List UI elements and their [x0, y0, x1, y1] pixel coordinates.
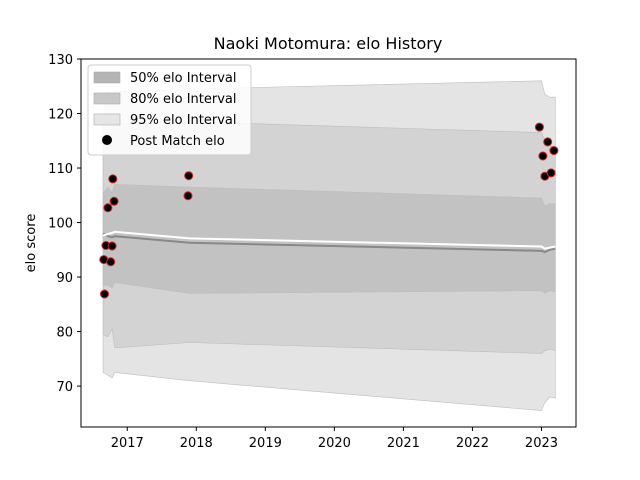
- legend-label-3: Post Match elo: [130, 134, 225, 149]
- x-tick-label-1: 2018: [180, 436, 213, 451]
- x-tick-label-5: 2022: [456, 436, 489, 451]
- x-tick-label-6: 2023: [525, 436, 558, 451]
- x-tick-label-3: 2020: [318, 436, 351, 451]
- y-tick-label-1: 80: [56, 326, 73, 341]
- y-axis-title: elo score: [24, 214, 39, 273]
- match-point-9: [184, 171, 194, 181]
- elo-line-1: [102, 230, 556, 250]
- y-tick-label-2: 90: [56, 271, 73, 286]
- y-tick-label-4: 110: [48, 162, 73, 177]
- y-tick-label-6: 130: [48, 53, 73, 68]
- match-point-8: [183, 191, 193, 201]
- plot-frame: [80, 58, 577, 428]
- match-point-7: [109, 196, 119, 206]
- post-match-points: [99, 122, 559, 299]
- match-point-10: [534, 122, 544, 132]
- x-tick-label-4: 2021: [387, 436, 420, 451]
- match-point-1: [100, 289, 109, 299]
- y-tick-label-5: 120: [48, 108, 73, 123]
- y-axis-ticks: 70 80 90 100 110 120 130: [48, 53, 81, 395]
- interval-band-2: [102, 184, 556, 294]
- y-tick-label-0: 70: [56, 380, 73, 395]
- x-tick-label-2: 2019: [249, 436, 282, 451]
- legend-swatch-0: [93, 71, 121, 84]
- legend: 50% elo Interval 80% elo Interval 95% elo …: [87, 64, 252, 156]
- y-tick-label-3: 100: [48, 217, 73, 232]
- elo-lines: [102, 230, 556, 254]
- elo-line-0: [102, 232, 556, 254]
- legend-label-0: 50% elo Interval: [130, 71, 237, 86]
- match-point-3: [103, 203, 113, 213]
- legend-label-2: 95% elo Interval: [130, 113, 237, 128]
- match-point-13: [543, 137, 553, 147]
- legend-label-1: 80% elo Interval: [130, 92, 237, 107]
- x-tick-label-0: 2017: [111, 436, 144, 451]
- chart-title: Naoki Motomura: elo History: [214, 34, 443, 53]
- legend-box: [87, 64, 252, 156]
- x-axis-ticks: 2017 2018 2019 2020 2021 2022 2023: [111, 427, 558, 451]
- match-point-15: [549, 146, 559, 156]
- match-point-6: [108, 174, 118, 184]
- legend-swatch-2: [93, 113, 121, 126]
- match-point-11: [538, 151, 548, 161]
- legend-swatch-1: [93, 92, 121, 105]
- match-point-5: [107, 241, 117, 251]
- match-point-4: [106, 257, 116, 267]
- match-point-14: [546, 168, 556, 178]
- legend-swatch-3: [102, 135, 112, 145]
